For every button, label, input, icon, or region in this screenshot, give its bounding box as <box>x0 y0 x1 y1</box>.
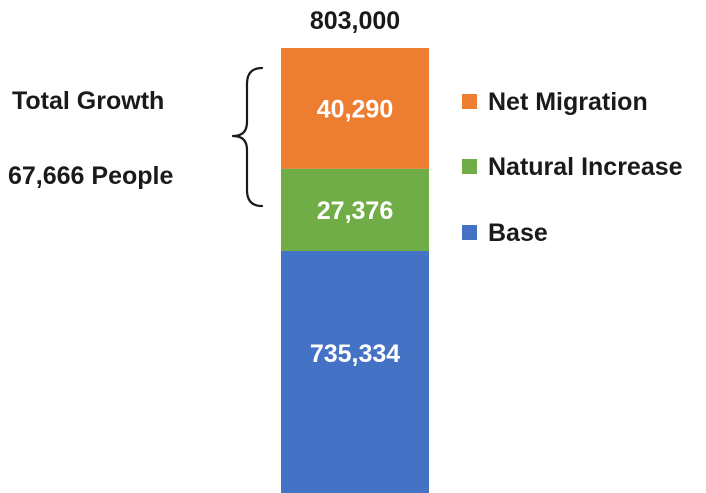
curly-brace <box>231 66 264 208</box>
legend: Net Migration Natural Increase Base <box>462 88 683 247</box>
annotation-line-people: 67,666 People <box>8 162 173 190</box>
legend-swatch-base <box>462 225 477 240</box>
segment-label-natural-increase: 27,376 <box>317 197 393 225</box>
segment-label-base: 735,334 <box>310 340 400 368</box>
bars-layer <box>281 48 429 493</box>
bar-segment-base <box>281 250 429 493</box>
legend-label-net-migration: Net Migration <box>488 88 648 116</box>
growth-annotation: Total Growth 67,666 People <box>8 66 264 208</box>
legend-label-base: Base <box>488 219 548 247</box>
segment-labels-layer: 40,290 27,376 735,334 <box>310 95 400 368</box>
total-value-label: 803,000 <box>310 7 400 35</box>
bar-segment-net-migration <box>281 48 429 169</box>
legend-swatch-natural-increase <box>462 159 477 174</box>
legend-label-natural-increase: Natural Increase <box>488 153 683 181</box>
annotation-line-total-growth: Total Growth <box>12 87 164 115</box>
segment-label-net-migration: 40,290 <box>317 95 393 123</box>
bar-segment-natural-increase <box>281 168 429 251</box>
legend-swatch-net-migration <box>462 94 477 109</box>
